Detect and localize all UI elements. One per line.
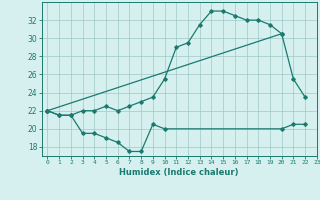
X-axis label: Humidex (Indice chaleur): Humidex (Indice chaleur) xyxy=(119,168,239,177)
